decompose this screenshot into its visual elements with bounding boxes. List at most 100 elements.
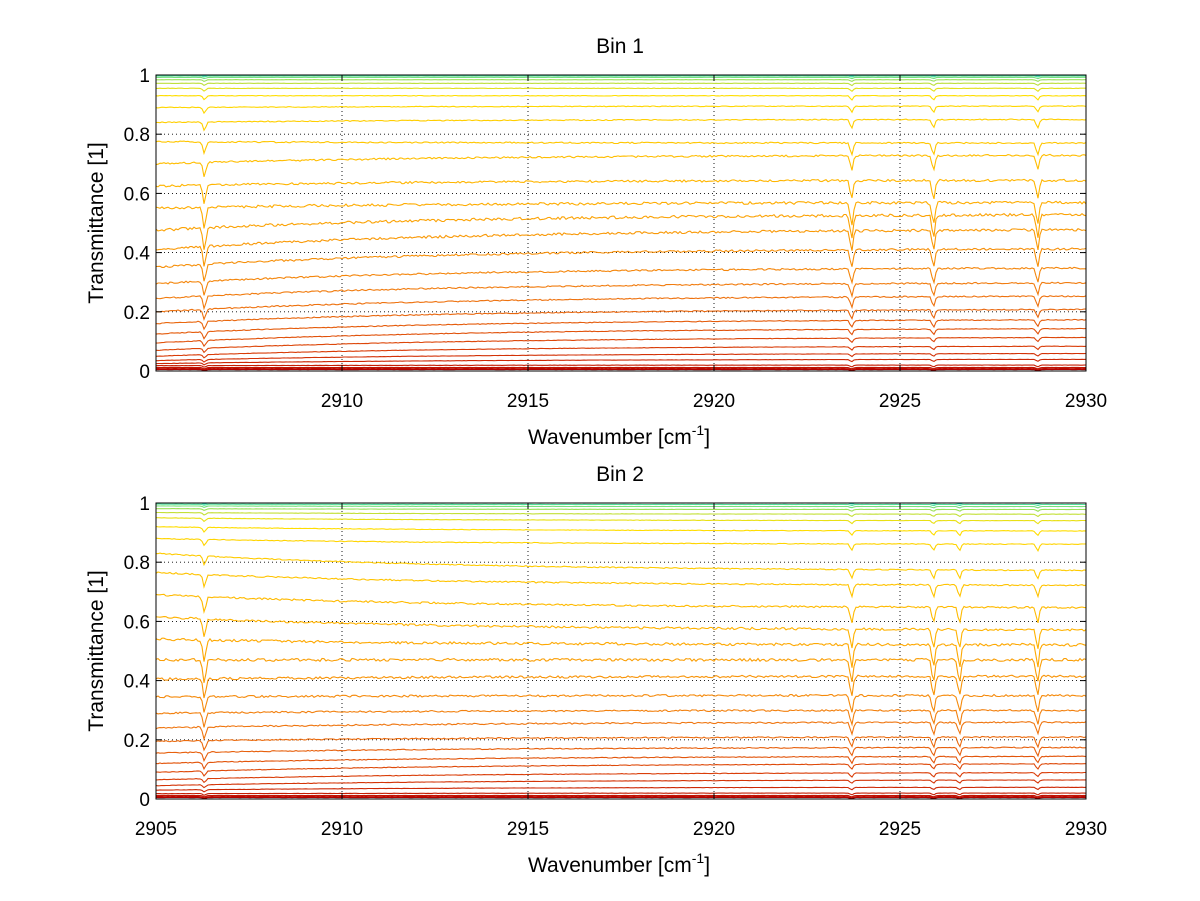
spectrum-line xyxy=(155,118,1087,132)
chart-title: Bin 2 xyxy=(596,463,644,486)
x-tick-label: 2905 xyxy=(135,819,177,840)
y-tick-label: 0 xyxy=(139,362,150,383)
spectrum-line xyxy=(155,140,1087,157)
spectrum-line xyxy=(155,552,1087,580)
spectrum-line xyxy=(155,511,1087,518)
x-axis-label: Wavenumber [cm-1] xyxy=(528,422,710,449)
spectrum-line xyxy=(156,366,1086,370)
spectrum-line xyxy=(155,755,1087,771)
chart-bin-1: Bin 1 2910 2915 2920 2925 2930 0 0.2 0.4 0.6 0.8… xyxy=(85,35,1107,449)
x-axis-label-superscript: -1 xyxy=(692,850,705,866)
y-tick-label: 0 xyxy=(139,790,150,811)
y-tick-label: 1 xyxy=(139,66,150,87)
spectrum-line xyxy=(155,200,1087,229)
spectrum-line xyxy=(155,693,1087,714)
spectrum-line xyxy=(155,345,1087,359)
chart-bin-2: Bin 2 2905 2910 2915 2920 2925 2930 0 0.2 0.4 0.… xyxy=(85,463,1107,877)
x-axis-label-main: Wavenumber [cm xyxy=(528,854,692,877)
spectrum-line xyxy=(155,637,1087,668)
y-tick-label: 0.6 xyxy=(124,184,150,205)
y-tick-label: 0.8 xyxy=(124,125,150,146)
spectrum-line xyxy=(156,82,1087,87)
y-axis-ticks: 0 0.2 0.4 0.6 0.8 1 xyxy=(124,494,1086,811)
y-tick-label: 1 xyxy=(139,494,150,515)
spectrum-line xyxy=(155,674,1087,699)
spectrum-line xyxy=(155,537,1087,553)
x-axis-label: Wavenumber [cm-1] xyxy=(528,850,710,877)
spectrum-line xyxy=(155,368,1086,371)
x-tick-label: 2910 xyxy=(321,391,363,412)
x-axis-ticks: 2905 2910 2915 2920 2925 2930 xyxy=(135,503,1107,840)
spectrum-line xyxy=(155,720,1087,741)
y-axis-label: Transmittance [1] xyxy=(85,142,108,303)
y-axis-label: Transmittance [1] xyxy=(85,570,108,731)
y-tick-label: 0.4 xyxy=(124,244,151,265)
spectrum-line xyxy=(156,75,1086,78)
spectrum-line xyxy=(155,794,1087,798)
y-axis-ticks: 0 0.2 0.4 0.6 0.8 1 xyxy=(124,66,1086,383)
spectrum-line xyxy=(155,657,1087,683)
spectrum-line xyxy=(156,517,1087,525)
spectrum-line xyxy=(155,94,1087,101)
x-axis-label-superscript: -1 xyxy=(692,422,705,438)
spectrum-line xyxy=(156,796,1087,799)
x-tick-label: 2915 xyxy=(507,819,549,840)
spectrum-line xyxy=(155,364,1087,368)
spectrum-line xyxy=(155,593,1087,625)
spectrum-line xyxy=(155,779,1086,789)
x-tick-label: 2925 xyxy=(879,391,921,412)
x-tick-label: 2920 xyxy=(693,819,735,840)
spectrum-line xyxy=(155,708,1087,728)
spectrum-line xyxy=(156,786,1087,793)
spectrum-line xyxy=(156,308,1087,331)
x-tick-label: 2925 xyxy=(879,819,921,840)
y-tick-label: 0.8 xyxy=(124,553,150,574)
spectrum-line xyxy=(156,87,1086,93)
spectrum-line xyxy=(155,525,1087,537)
x-tick-label: 2920 xyxy=(693,391,735,412)
plot-area-frame xyxy=(155,502,1087,800)
spectrum-line xyxy=(155,281,1087,311)
y-tick-label: 0.6 xyxy=(124,612,150,633)
y-tick-label: 0.2 xyxy=(124,731,150,752)
y-tick-label: 0.2 xyxy=(124,303,150,324)
spectrum-line xyxy=(155,368,1087,372)
spectrum-line xyxy=(155,358,1087,366)
spectrum-line xyxy=(155,571,1087,599)
spectrum-line xyxy=(155,178,1087,204)
x-tick-label: 2915 xyxy=(507,391,549,412)
spectrum-line xyxy=(155,76,1086,80)
spectrum-line xyxy=(155,266,1086,296)
x-tick-label: 2930 xyxy=(1065,391,1107,412)
spectrum-line xyxy=(155,616,1087,649)
spectrum-line xyxy=(155,505,1086,509)
spectrum-line xyxy=(155,153,1087,177)
spectrum-line xyxy=(155,212,1087,250)
chart-title: Bin 1 xyxy=(596,35,644,58)
spectrum-line xyxy=(156,79,1086,83)
spectrum-line xyxy=(155,771,1086,784)
spectrum-line xyxy=(155,796,1086,800)
spectrum-line xyxy=(155,318,1087,340)
x-axis-label-suffix: ] xyxy=(704,854,710,877)
spectrum-line xyxy=(156,508,1087,512)
spectrum-line xyxy=(155,792,1087,796)
spectrum-line xyxy=(156,352,1087,363)
spectrum-line xyxy=(155,746,1087,763)
plot-area-frame xyxy=(155,74,1087,372)
spectrum-line xyxy=(156,763,1086,777)
spectrum-line xyxy=(155,327,1087,348)
x-axis-ticks: 2910 2915 2920 2925 2930 xyxy=(321,75,1107,412)
spectrum-line xyxy=(155,247,1087,282)
series-group xyxy=(155,502,1087,800)
spectrum-line xyxy=(155,336,1087,354)
spectrum-line xyxy=(155,295,1087,322)
series-group xyxy=(155,74,1087,372)
x-axis-label-main: Wavenumber [cm xyxy=(528,426,692,449)
x-tick-label: 2930 xyxy=(1065,819,1107,840)
spectrum-line xyxy=(155,735,1087,752)
spectrum-line xyxy=(155,105,1087,115)
x-axis-label-suffix: ] xyxy=(704,426,710,449)
